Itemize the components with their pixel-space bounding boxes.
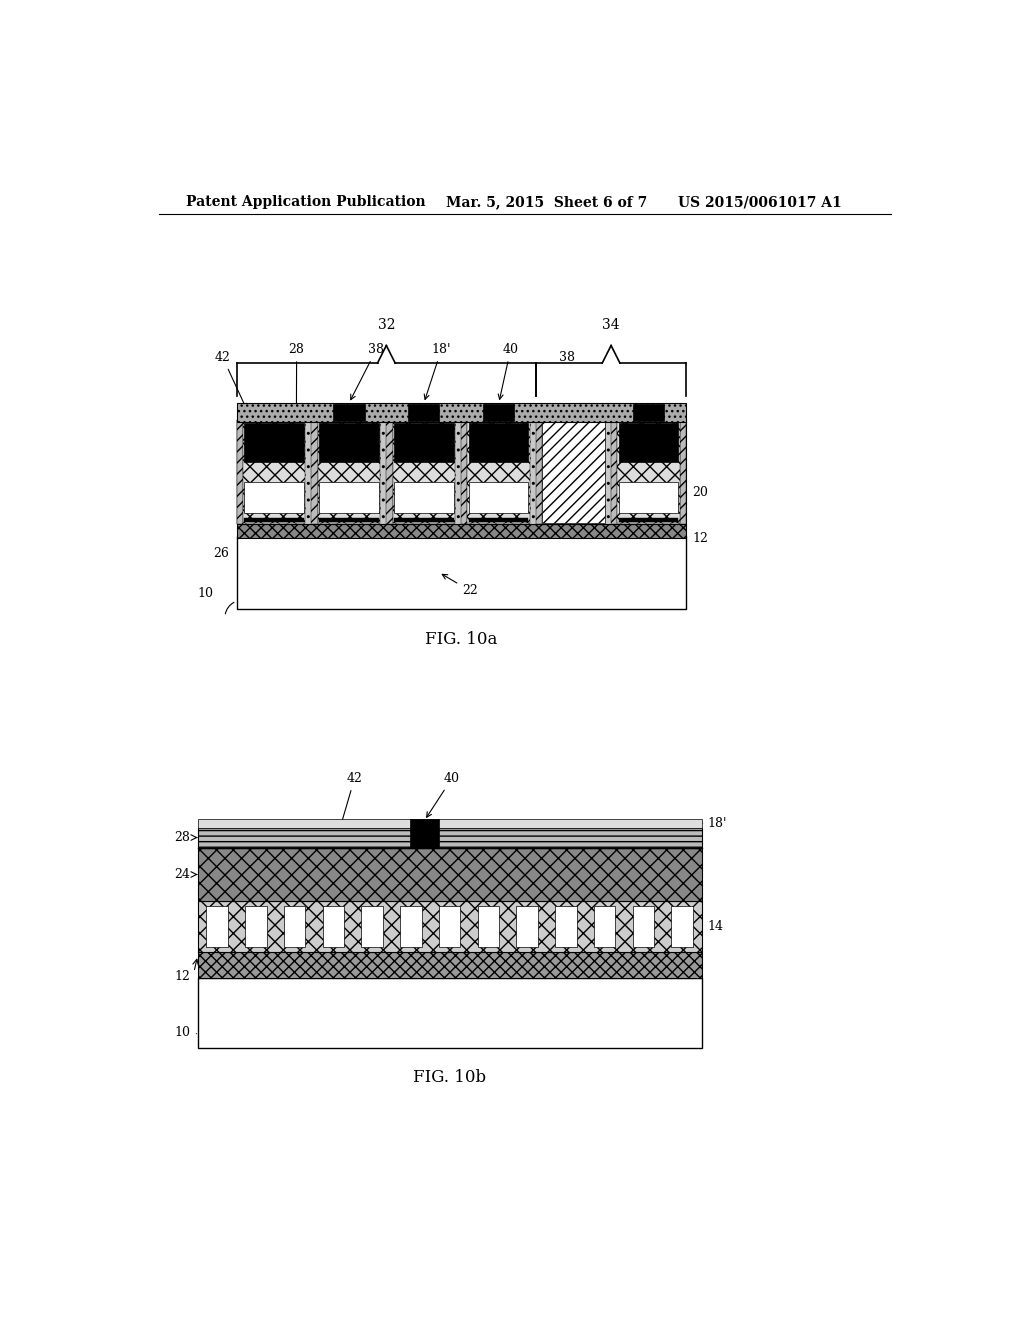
Bar <box>394 424 454 462</box>
Bar <box>392 422 455 523</box>
Text: 18': 18' <box>708 817 727 830</box>
Text: Patent Application Publication: Patent Application Publication <box>186 195 426 210</box>
Bar <box>198 952 701 978</box>
Bar <box>469 424 528 462</box>
Text: 12: 12 <box>174 970 190 982</box>
Text: 24: 24 <box>174 869 190 880</box>
Bar <box>617 422 680 523</box>
Bar <box>618 482 678 512</box>
Bar <box>633 404 665 421</box>
Bar <box>543 422 605 523</box>
Bar <box>237 404 686 422</box>
Bar <box>409 404 439 421</box>
Bar <box>410 818 439 847</box>
Text: 40: 40 <box>499 343 518 400</box>
Bar <box>323 906 344 946</box>
Bar <box>198 902 701 952</box>
Bar <box>680 420 686 524</box>
Text: 38: 38 <box>350 343 384 400</box>
Text: 42: 42 <box>215 351 247 409</box>
Bar <box>516 906 538 946</box>
Bar <box>198 978 701 1048</box>
Bar <box>245 906 266 946</box>
Text: 18': 18' <box>424 343 451 400</box>
Text: 32: 32 <box>378 318 395 331</box>
Bar <box>333 404 365 421</box>
Bar <box>319 424 379 462</box>
Text: US 2015/0061017 A1: US 2015/0061017 A1 <box>678 195 842 210</box>
Bar <box>198 818 701 829</box>
Bar <box>394 517 454 521</box>
Bar <box>672 906 693 946</box>
Text: 20: 20 <box>692 487 708 499</box>
Bar <box>537 420 543 524</box>
Bar <box>237 524 686 539</box>
Bar <box>361 906 383 946</box>
Bar <box>618 424 678 462</box>
Bar <box>207 906 227 946</box>
Text: 26: 26 <box>213 546 228 560</box>
Bar <box>198 847 701 902</box>
Bar <box>469 482 528 512</box>
Bar <box>245 424 304 462</box>
Text: 42: 42 <box>339 772 362 828</box>
Bar <box>469 517 528 521</box>
Text: 12: 12 <box>692 532 708 545</box>
Bar <box>633 906 654 946</box>
Bar <box>618 517 678 521</box>
Bar <box>439 906 460 946</box>
Bar <box>555 906 577 946</box>
Bar <box>386 420 392 524</box>
Text: 34: 34 <box>602 318 620 331</box>
Bar <box>245 517 304 521</box>
Text: 14: 14 <box>708 920 724 933</box>
Bar <box>237 420 243 524</box>
Bar <box>245 482 304 512</box>
Bar <box>243 422 305 523</box>
Bar <box>461 420 467 524</box>
Bar <box>198 829 701 847</box>
Bar <box>317 422 380 523</box>
Bar <box>478 906 499 946</box>
Text: 28: 28 <box>174 832 190 843</box>
Bar <box>319 482 379 512</box>
Text: 10: 10 <box>198 587 213 601</box>
Bar <box>237 420 243 524</box>
Text: 38: 38 <box>559 351 575 364</box>
Bar <box>311 420 317 524</box>
Text: FIG. 10b: FIG. 10b <box>413 1069 486 1086</box>
Text: 40: 40 <box>427 772 460 817</box>
Text: 22: 22 <box>442 574 478 597</box>
Bar <box>237 536 686 609</box>
Text: Mar. 5, 2015  Sheet 6 of 7: Mar. 5, 2015 Sheet 6 of 7 <box>445 195 647 210</box>
Text: 28: 28 <box>289 343 304 408</box>
Bar <box>400 906 422 946</box>
Bar <box>394 482 454 512</box>
Bar <box>483 404 514 421</box>
Bar <box>594 906 615 946</box>
Bar <box>611 420 617 524</box>
Bar <box>467 422 530 523</box>
Bar <box>237 420 686 524</box>
Bar <box>284 906 305 946</box>
Bar <box>319 517 379 521</box>
Text: 10: 10 <box>174 1026 190 1039</box>
Text: FIG. 10a: FIG. 10a <box>425 631 498 648</box>
